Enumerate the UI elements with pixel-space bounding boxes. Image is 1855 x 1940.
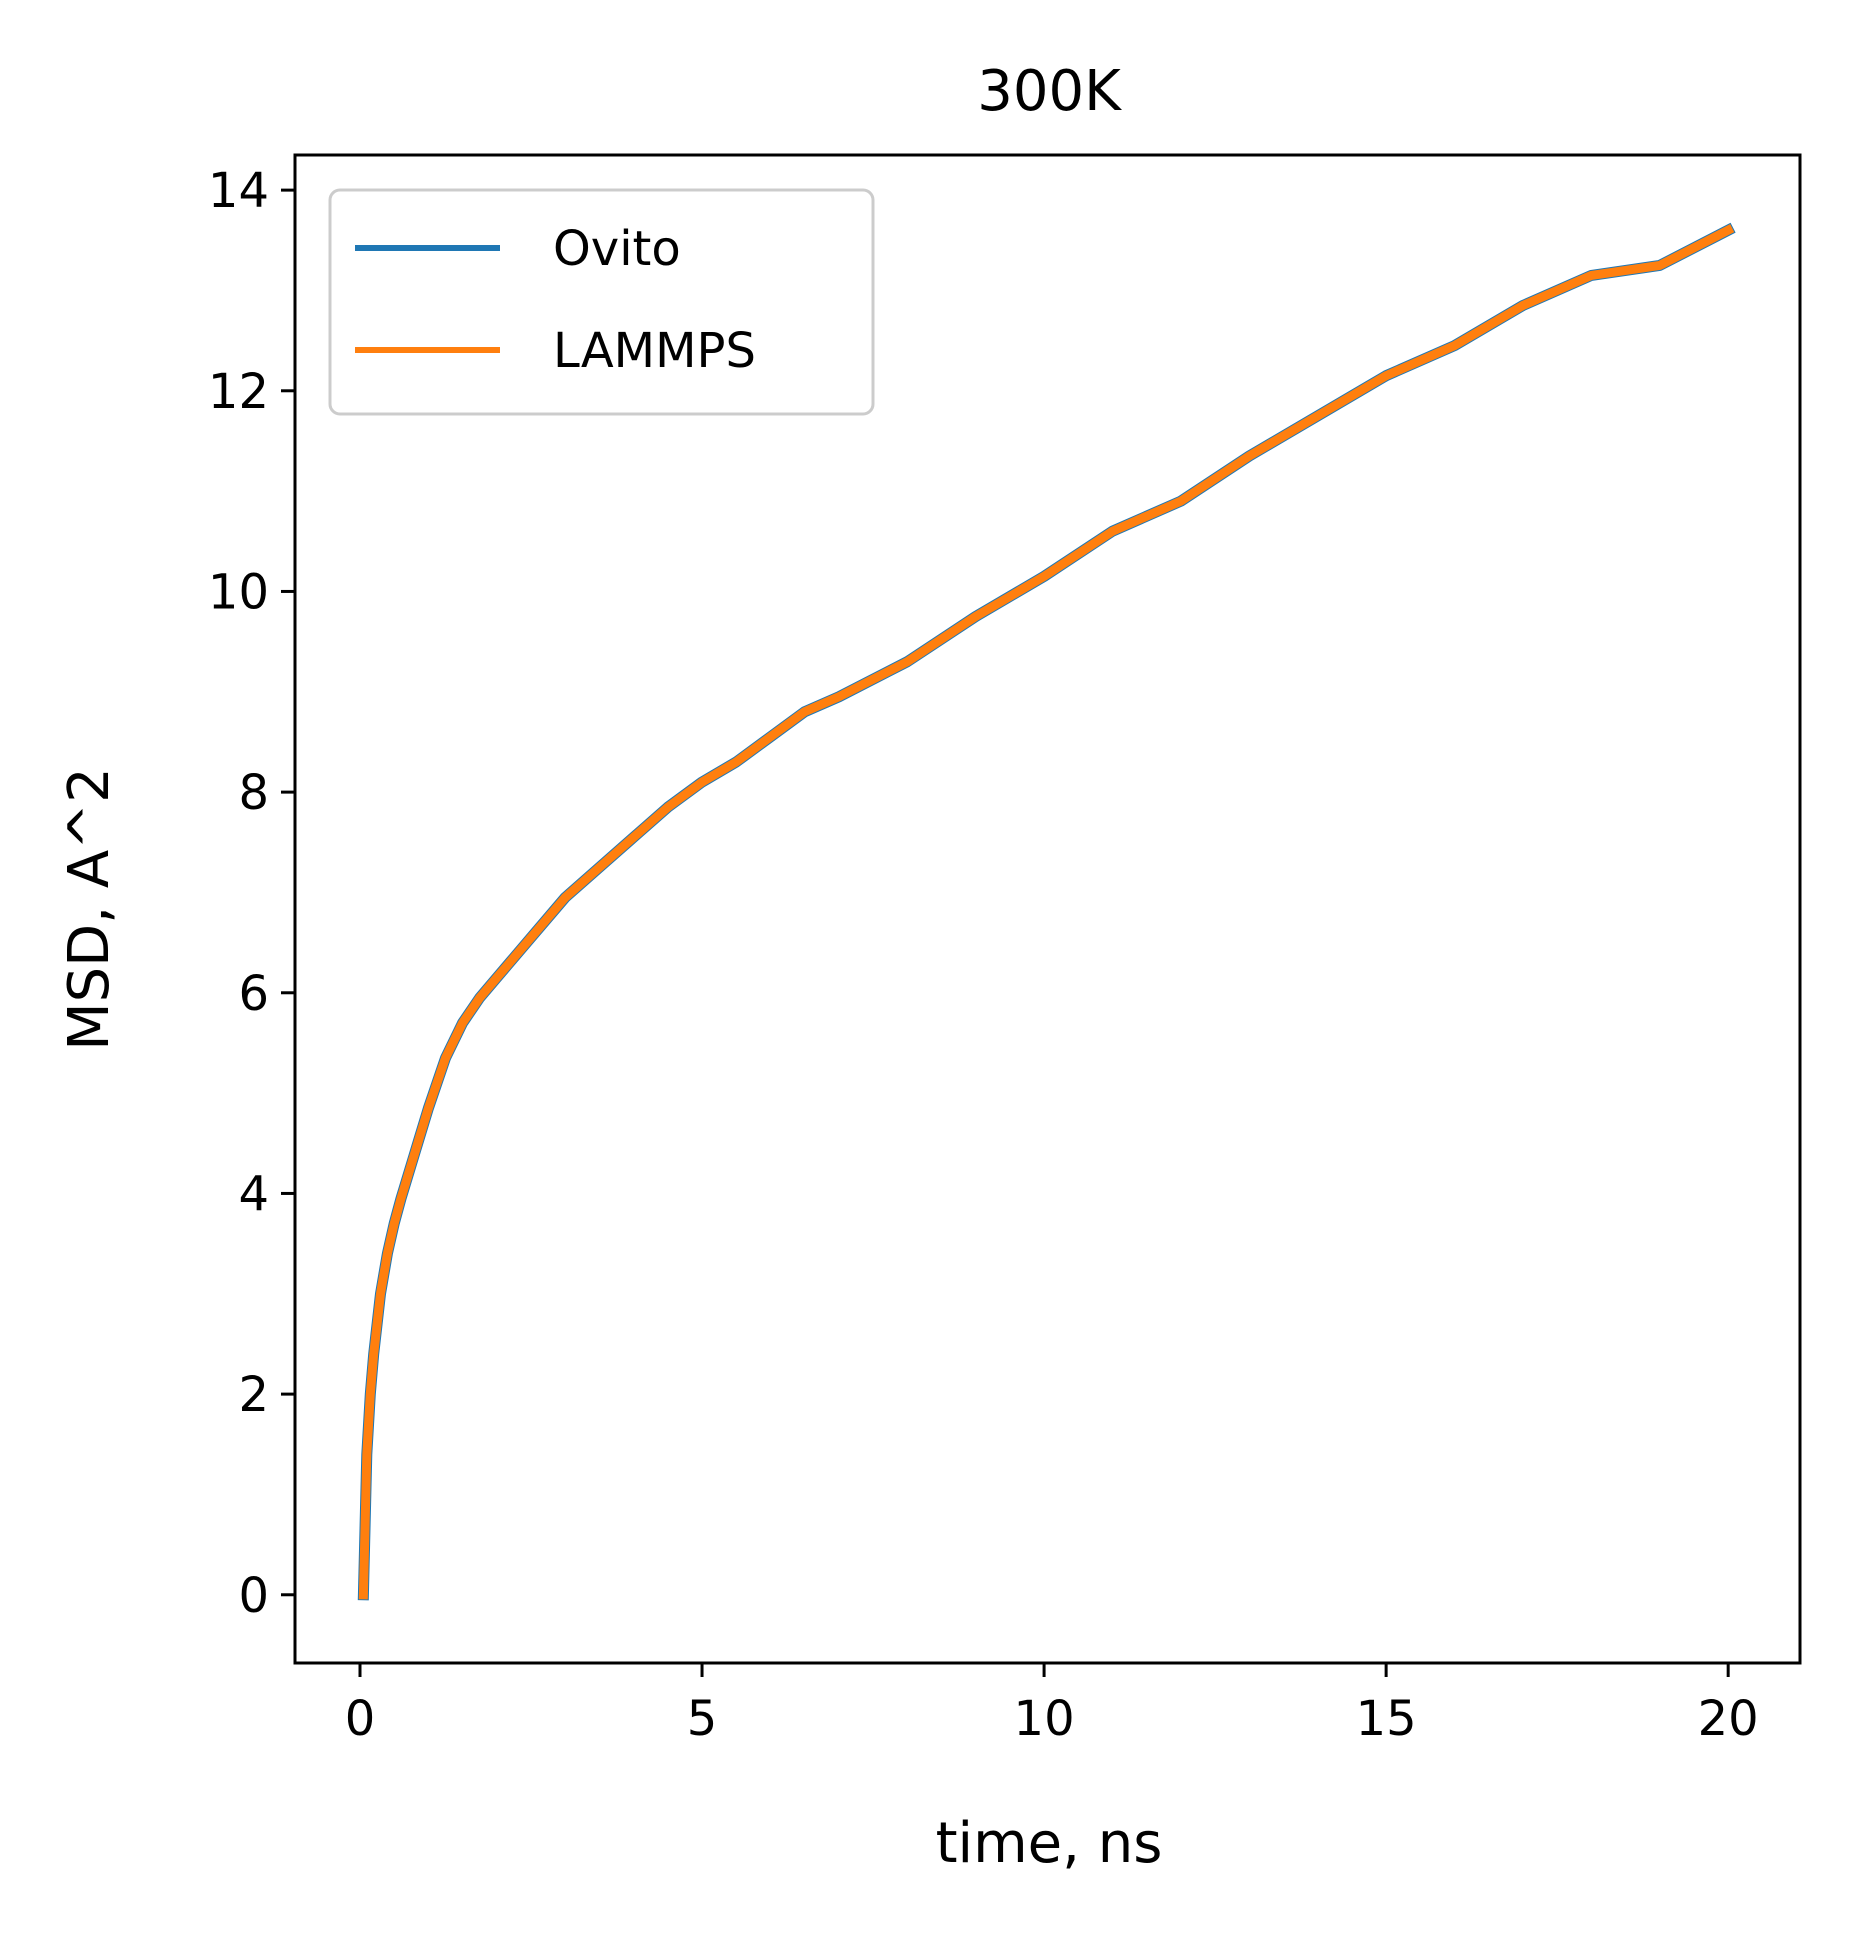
chart-title: 300K	[977, 59, 1122, 124]
plot-frame	[293, 153, 1802, 1665]
y-tick-label: 14	[208, 163, 269, 219]
y-axis-ticks: 0 2 4 6 8 10 12 14	[208, 163, 295, 1624]
y-tick-label: 0	[238, 1568, 269, 1624]
y-tick-label: 12	[208, 364, 269, 420]
x-tick-label: 20	[1698, 1691, 1759, 1747]
series-line-lammps	[358, 224, 1735, 1600]
legend: Ovito LAMMPS	[328, 188, 875, 416]
x-tick-label: 15	[1356, 1691, 1417, 1747]
series-layer	[357, 222, 1736, 1601]
x-tick-label: 5	[687, 1691, 718, 1747]
x-tick-label: 10	[1014, 1691, 1075, 1747]
y-tick-label: 6	[238, 966, 269, 1022]
x-tick-label: 0	[345, 1691, 376, 1747]
x-axis-ticks: 0 5 10 15 20	[345, 1663, 1759, 1747]
legend-label-ovito: Ovito	[553, 221, 681, 277]
y-tick-label: 8	[238, 765, 269, 821]
y-tick-label: 10	[208, 564, 269, 620]
y-axis-label: MSD, A^2	[57, 767, 122, 1050]
legend-label-lammps: LAMMPS	[553, 323, 756, 379]
x-axis-label: time, ns	[936, 1811, 1163, 1876]
y-tick-label: 2	[238, 1367, 269, 1423]
y-tick-label: 4	[238, 1166, 269, 1222]
